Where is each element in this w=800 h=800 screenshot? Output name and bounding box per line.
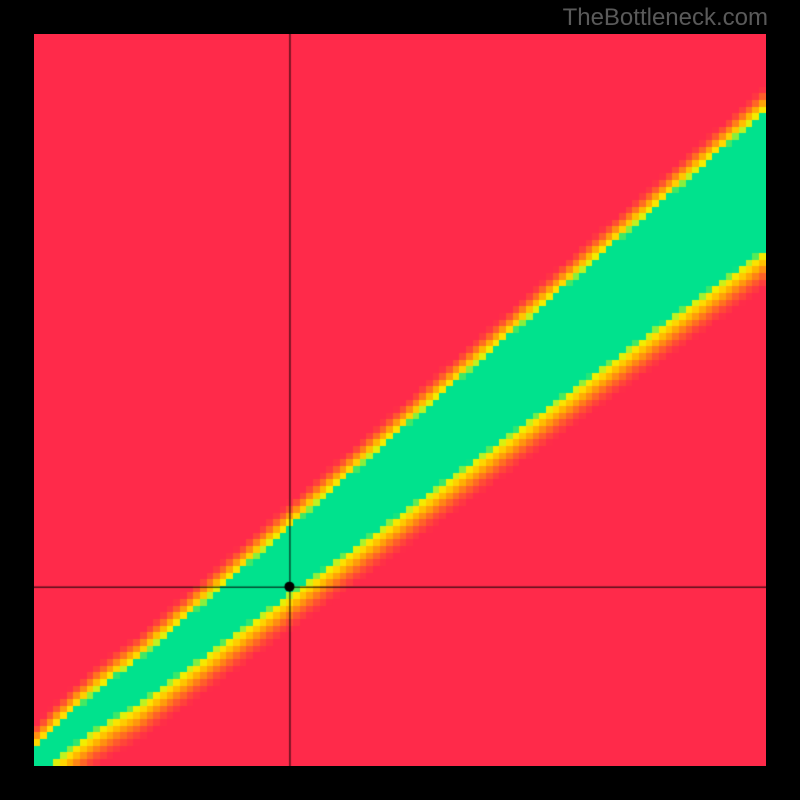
watermark-text: TheBottleneck.com	[563, 4, 768, 32]
bottleneck-heatmap	[34, 34, 766, 766]
